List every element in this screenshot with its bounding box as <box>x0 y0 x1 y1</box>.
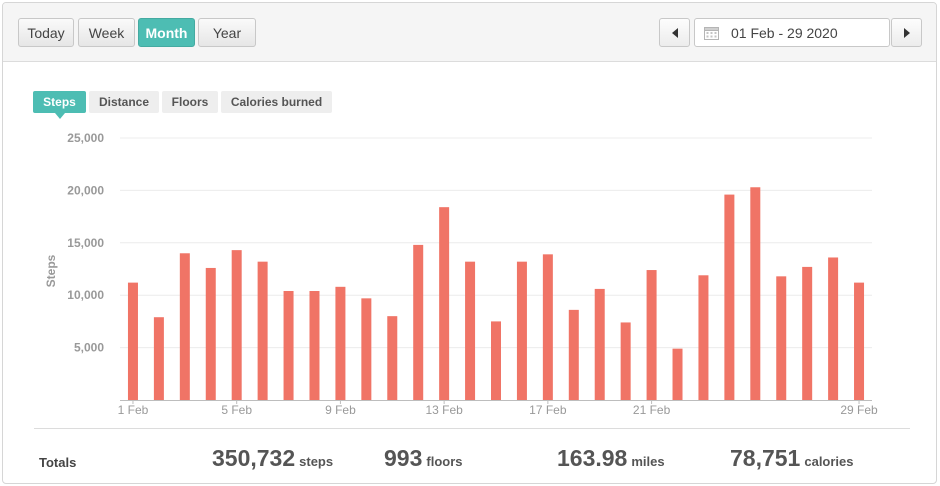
date-range-text: 01 Feb - 29 2020 <box>731 24 838 41</box>
total-distance: 163.98 miles <box>557 445 665 472</box>
total-floors: 993 floors <box>384 445 463 472</box>
x-tick-label: 13 Feb <box>425 403 463 417</box>
x-tick-label: 17 Feb <box>529 403 567 417</box>
bar-day-28 <box>828 257 839 400</box>
bar-day-5 <box>231 250 242 400</box>
bar-day-2 <box>153 317 164 400</box>
total-distance-unit: miles <box>631 454 665 469</box>
total-steps-value: 350,732 <box>212 445 296 471</box>
bar-day-3 <box>179 253 190 400</box>
y-tick-label: 5,000 <box>74 341 104 355</box>
totals-row: Totals 350,732 steps 993 floors 163.98 mile… <box>34 428 910 483</box>
total-distance-value: 163.98 <box>557 445 628 471</box>
steps-bar-chart: 5,000 10,000 15,000 20,000 25,000 Steps 1 Fe… <box>44 131 878 417</box>
total-floors-unit: floors <box>426 454 463 469</box>
y-axis-tick-labels: 5,000 10,000 15,000 20,000 25,000 <box>67 131 104 355</box>
bar-day-8 <box>309 291 320 400</box>
y-tick-label: 15,000 <box>67 236 104 250</box>
x-tick-label: 5 Feb <box>221 403 252 417</box>
calendar-icon <box>704 26 719 40</box>
bar-day-9 <box>335 286 346 400</box>
bar-day-21 <box>646 270 657 400</box>
x-axis-tick-labels: 1 Feb 5 Feb 9 Feb 13 Feb 17 Feb 21 Feb 29 Feb <box>118 400 878 417</box>
y-axis-label: Steps <box>44 254 58 287</box>
total-floors-value: 993 <box>384 445 423 471</box>
total-calories-unit: calories <box>804 454 854 469</box>
total-calories: 78,751 calories <box>730 445 854 472</box>
y-tick-label: 20,000 <box>67 183 104 197</box>
bar-day-24 <box>724 194 735 400</box>
bar-day-19 <box>594 288 605 400</box>
bar-day-27 <box>802 266 813 400</box>
bar-day-14 <box>465 261 476 400</box>
range-month-button[interactable]: Month <box>138 18 195 47</box>
bar-day-23 <box>698 275 709 400</box>
bar-day-13 <box>439 207 450 400</box>
bar-day-7 <box>283 291 294 400</box>
tab-distance[interactable]: Distance <box>89 91 159 113</box>
tab-calories-burned[interactable]: Calories burned <box>221 91 332 113</box>
chevron-right-icon <box>903 27 910 38</box>
bar-day-25 <box>750 187 761 400</box>
bar-day-16 <box>516 261 527 400</box>
totals-label: Totals <box>39 455 77 470</box>
tab-steps[interactable]: Steps <box>33 91 86 119</box>
y-tick-label: 10,000 <box>67 288 104 302</box>
bar-day-6 <box>257 261 268 400</box>
bar-day-18 <box>568 309 579 400</box>
bar-day-12 <box>413 244 424 400</box>
chevron-left-icon <box>671 27 678 38</box>
bar-day-15 <box>491 321 501 400</box>
tab-floors[interactable]: Floors <box>162 91 218 113</box>
x-tick-label: 1 Feb <box>118 403 149 417</box>
bar-day-29 <box>854 282 865 400</box>
bar-day-11 <box>387 316 398 400</box>
x-tick-label: 9 Feb <box>325 403 356 417</box>
date-range-field[interactable]: 01 Feb - 29 2020 <box>694 18 890 47</box>
total-steps-unit: steps <box>299 454 334 469</box>
total-steps: 350,732 steps <box>212 445 333 472</box>
bar-day-20 <box>620 322 631 400</box>
chart-gridlines <box>120 137 872 349</box>
next-period-button[interactable] <box>891 18 922 47</box>
bar-day-1 <box>127 282 138 400</box>
y-tick-label: 25,000 <box>67 131 104 145</box>
chart-bars <box>127 187 865 400</box>
bar-day-22 <box>672 348 683 400</box>
bar-day-26 <box>776 276 787 400</box>
range-year-button[interactable]: Year <box>198 18 256 47</box>
bar-day-17 <box>542 254 553 400</box>
bar-day-10 <box>361 298 372 400</box>
range-today-button[interactable]: Today <box>18 18 74 47</box>
range-week-button[interactable]: Week <box>78 18 135 47</box>
toolbar: Today Week Month Year 01 Feb - 29 2020 <box>3 3 936 62</box>
bar-day-4 <box>205 267 216 400</box>
total-calories-value: 78,751 <box>730 445 801 471</box>
x-tick-label: 29 Feb <box>840 403 878 417</box>
x-tick-label: 21 Feb <box>633 403 671 417</box>
previous-period-button[interactable] <box>659 18 690 47</box>
